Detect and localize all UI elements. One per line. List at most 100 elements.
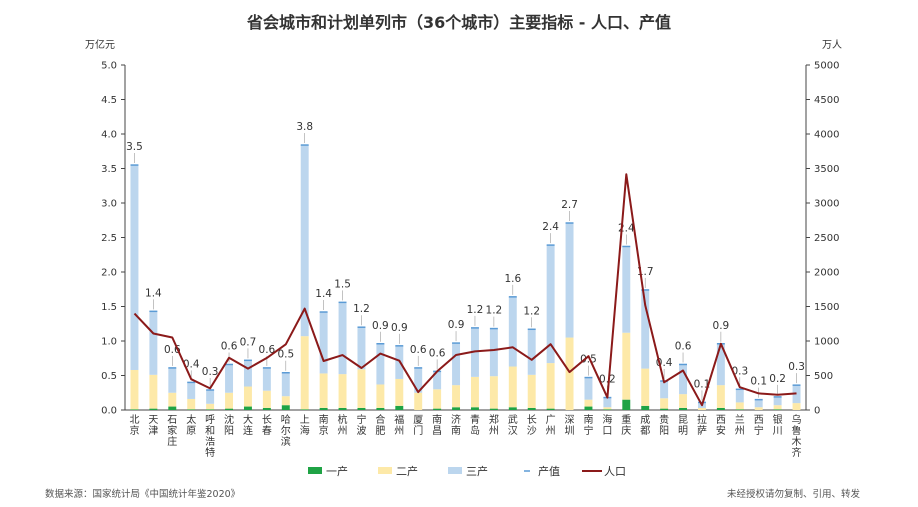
category-char: 齐	[792, 446, 802, 459]
right-tick-label: 500	[814, 371, 833, 382]
value-label: 0.2	[769, 373, 786, 385]
value-label: 0.9	[713, 320, 730, 332]
category-char: 上	[300, 414, 310, 426]
right-tick-label: 5000	[814, 61, 839, 72]
category-char: 汉	[508, 425, 518, 437]
category-char: 拉	[697, 413, 707, 426]
legend-swatch-三产	[448, 467, 462, 474]
category-label-text: 南宁	[583, 413, 593, 437]
bar-三产	[489, 328, 498, 377]
category-char: 滨	[281, 435, 291, 448]
legend: 一产 二产 三产 产值 人口	[308, 464, 626, 478]
category-label: 乌鲁木齐	[792, 413, 802, 459]
right-tick-label: 0	[814, 406, 820, 417]
left-tick-label: 2.0	[101, 268, 117, 279]
bar-三产	[735, 389, 744, 403]
bar-一产	[433, 408, 442, 410]
category-label-text: 大连	[243, 413, 253, 437]
category-char: 沈	[224, 413, 234, 426]
bar-二产	[281, 396, 290, 406]
category-label: 深圳	[565, 414, 575, 437]
right-tick-label: 1500	[814, 302, 839, 313]
category-label: 哈尔滨	[281, 413, 291, 448]
value-label: 0.3	[202, 366, 219, 378]
bar-一产	[716, 407, 725, 410]
bar-一产	[508, 407, 517, 410]
left-tick-label: 5.0	[101, 61, 117, 72]
category-label: 上海	[300, 414, 310, 437]
category-label-text: 沈阳	[224, 413, 234, 437]
bar-一产	[452, 407, 461, 410]
category-char: 庄	[167, 435, 177, 448]
right-tick-label: 3500	[814, 164, 839, 175]
right-tick-label: 1000	[814, 337, 839, 348]
bar-一产	[168, 406, 177, 410]
bar-二产	[206, 403, 215, 410]
category-label: 青岛	[470, 413, 480, 437]
bar-二产	[697, 407, 706, 410]
bar-二产	[716, 385, 725, 408]
bar-二产	[414, 392, 423, 410]
bar-二产	[527, 374, 536, 408]
category-char: 阳	[659, 425, 669, 437]
value-label: 0.7	[240, 336, 257, 348]
category-label-text: 广州	[546, 414, 556, 437]
category-label: 西安	[716, 415, 726, 437]
category-char: 岛	[470, 424, 480, 437]
bar-一产	[584, 406, 593, 410]
category-label-text: 武汉	[508, 413, 518, 437]
left-tick-label: 1.0	[101, 337, 117, 348]
category-char: 西	[716, 415, 726, 426]
category-label: 成都	[640, 414, 650, 437]
bar-二产	[433, 389, 442, 409]
category-char: 青	[470, 413, 480, 426]
category-char: 川	[773, 426, 783, 437]
footer-notice: 未经授权请勿复制、引用、转发	[727, 488, 861, 500]
bar-一产	[622, 399, 631, 410]
category-char: 宁	[356, 413, 366, 426]
category-label: 宁波	[356, 413, 366, 437]
bar-二产	[243, 386, 252, 407]
bar-三产	[716, 343, 725, 386]
bar-三产	[338, 302, 347, 375]
bar-一产	[527, 407, 536, 410]
category-char: 兰	[735, 413, 745, 426]
category-char: 肥	[375, 425, 385, 437]
value-label: 0.6	[675, 340, 692, 352]
category-label: 郑州	[489, 413, 499, 437]
bar-二产	[225, 392, 234, 409]
bar-三产	[225, 364, 234, 393]
left-tick-label: 0.5	[101, 371, 117, 382]
value-label: 0.6	[410, 344, 427, 356]
bar-三产	[527, 329, 536, 375]
value-label: 1.2	[523, 305, 540, 317]
category-label-text: 贵阳	[659, 413, 669, 437]
category-char: 沙	[527, 425, 537, 437]
category-char: 海	[602, 413, 612, 426]
category-char: 太	[186, 413, 196, 426]
bar-二产	[660, 398, 669, 409]
category-label-text: 长春	[262, 414, 272, 437]
category-char: 南	[319, 413, 329, 426]
category-label: 石家庄	[167, 415, 177, 448]
legend-swatch-一产	[308, 467, 322, 474]
category-char: 南	[451, 424, 461, 437]
category-char: 杭	[338, 413, 348, 426]
bar-三产	[603, 397, 612, 408]
category-label-text: 青岛	[470, 413, 480, 437]
category-label: 太原	[186, 413, 196, 437]
bar-一产	[319, 407, 328, 410]
category-char: 津	[148, 425, 158, 437]
category-char: 武	[508, 413, 518, 426]
category-label-text: 南京	[319, 413, 329, 437]
bar-一产	[187, 409, 196, 410]
category-label-text: 郑州	[489, 413, 499, 437]
bar-三产	[452, 343, 461, 386]
category-char: 呼	[205, 414, 215, 426]
bar-三产	[149, 311, 158, 375]
bar-三产	[300, 145, 309, 337]
value-label: 0.6	[429, 347, 446, 359]
right-axis-unit: 万人	[822, 39, 842, 51]
left-tick-label: 0.0	[101, 406, 117, 417]
